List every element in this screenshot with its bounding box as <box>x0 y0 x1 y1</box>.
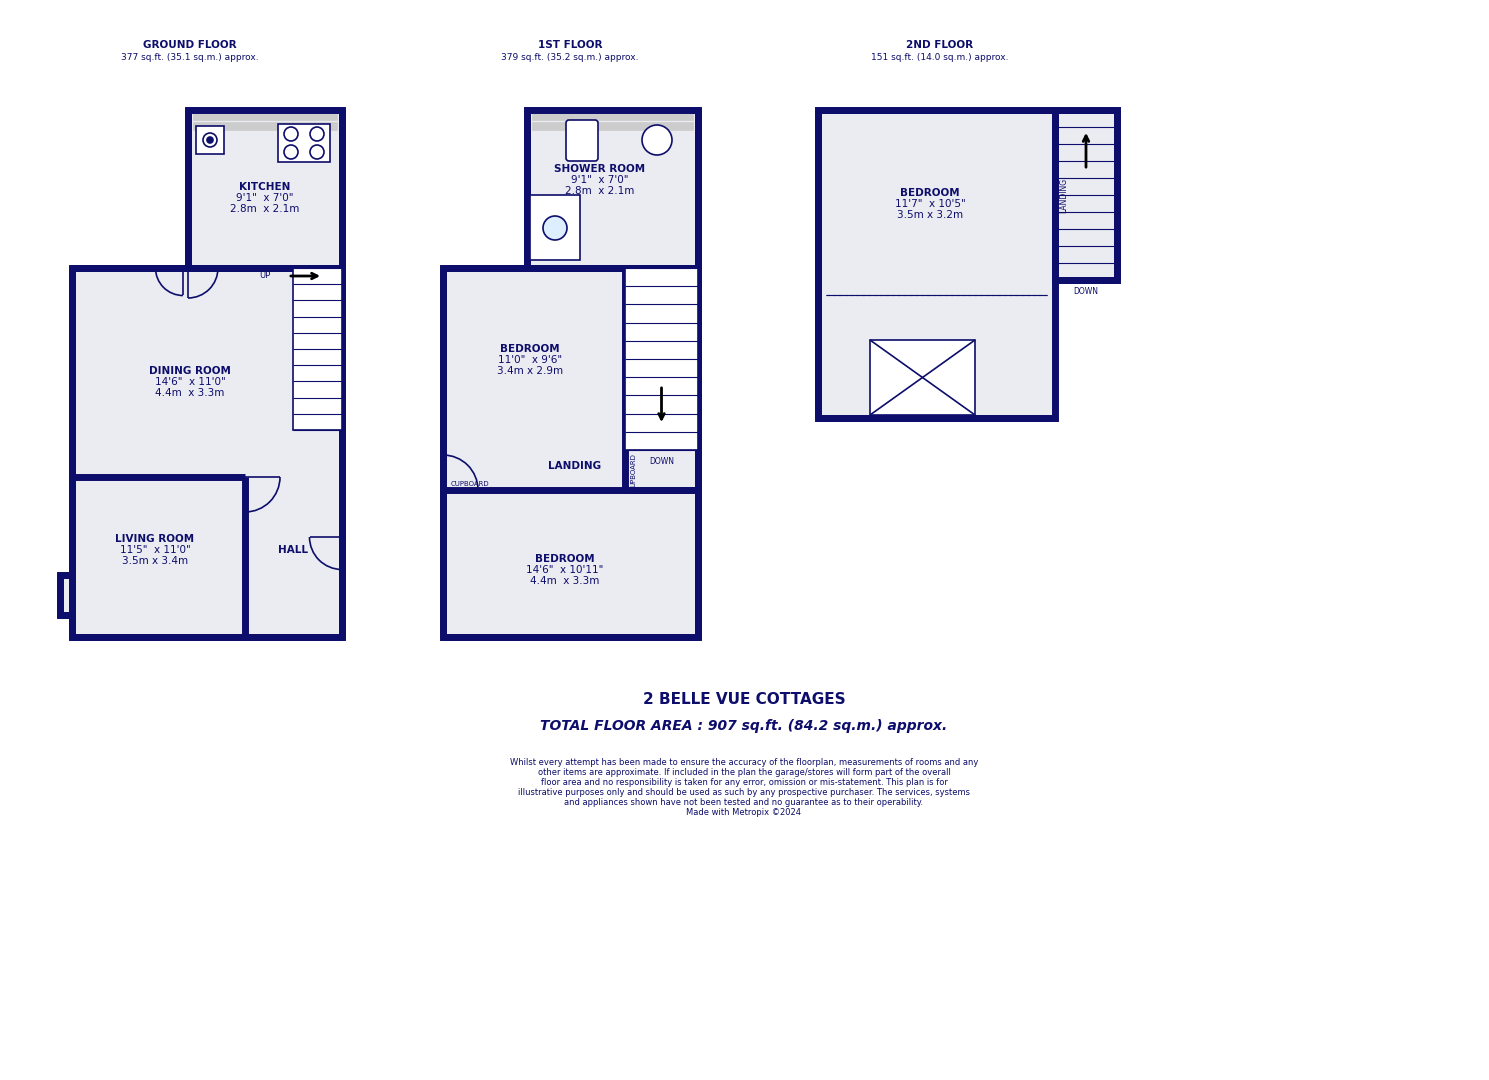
Bar <box>527 110 698 268</box>
Bar <box>278 124 331 162</box>
Bar <box>197 126 223 154</box>
Text: 2ND FLOOR: 2ND FLOOR <box>907 40 974 50</box>
Text: Made with Metropix ©2024: Made with Metropix ©2024 <box>686 808 801 816</box>
Circle shape <box>203 133 217 147</box>
Text: LANDING: LANDING <box>548 461 602 471</box>
Text: CUPBOARD: CUPBOARD <box>451 481 490 487</box>
Text: KITCHEN: KITCHEN <box>240 183 290 192</box>
Text: TOTAL FLOOR AREA : 907 sq.ft. (84.2 sq.m.) approx.: TOTAL FLOOR AREA : 907 sq.ft. (84.2 sq.m… <box>541 719 947 733</box>
Text: LIVING ROOM: LIVING ROOM <box>116 534 195 544</box>
Text: 4.4m  x 3.3m: 4.4m x 3.3m <box>530 576 600 586</box>
Bar <box>817 110 1056 418</box>
Text: illustrative purposes only and should be used as such by any prospective purchas: illustrative purposes only and should be… <box>518 788 969 797</box>
Text: 11'7"  x 10'5": 11'7" x 10'5" <box>895 199 965 210</box>
Bar <box>71 268 342 637</box>
Text: UP: UP <box>259 271 271 281</box>
Bar <box>1056 110 1117 280</box>
Bar <box>60 575 71 615</box>
Text: other items are approximate. If included in the plan the garage/stores will form: other items are approximate. If included… <box>538 768 950 777</box>
Text: 9'1"  x 7'0": 9'1" x 7'0" <box>572 175 628 185</box>
Bar <box>194 122 337 130</box>
Bar <box>444 268 698 637</box>
Text: 14'6"  x 11'0": 14'6" x 11'0" <box>155 377 225 387</box>
Text: 379 sq.ft. (35.2 sq.m.) approx.: 379 sq.ft. (35.2 sq.m.) approx. <box>502 54 639 63</box>
Bar <box>293 268 342 430</box>
Circle shape <box>642 125 672 156</box>
Text: 14'6"  x 10'11": 14'6" x 10'11" <box>526 565 603 575</box>
Bar <box>532 112 692 120</box>
Text: Whilst every attempt has been made to ensure the accuracy of the floorplan, meas: Whilst every attempt has been made to en… <box>509 758 978 767</box>
Circle shape <box>310 127 325 141</box>
Text: 151 sq.ft. (14.0 sq.m.) approx.: 151 sq.ft. (14.0 sq.m.) approx. <box>871 54 1008 63</box>
Text: BEDROOM: BEDROOM <box>535 554 594 564</box>
Circle shape <box>543 216 567 240</box>
Text: DOWN: DOWN <box>1074 287 1099 297</box>
FancyBboxPatch shape <box>566 120 599 161</box>
Text: 377 sq.ft. (35.1 sq.m.) approx.: 377 sq.ft. (35.1 sq.m.) approx. <box>121 54 259 63</box>
Circle shape <box>284 145 298 159</box>
Text: and appliances shown have not been tested and no guarantee as to their operabili: and appliances shown have not been teste… <box>564 798 923 807</box>
Text: SHOWER ROOM: SHOWER ROOM <box>554 164 646 174</box>
Text: 9'1"  x 7'0": 9'1" x 7'0" <box>237 193 293 203</box>
Text: 4.4m  x 3.3m: 4.4m x 3.3m <box>155 388 225 399</box>
Text: 11'0"  x 9'6": 11'0" x 9'6" <box>497 355 561 365</box>
Text: GROUND FLOOR: GROUND FLOOR <box>143 40 237 50</box>
Text: 2.8m  x 2.1m: 2.8m x 2.1m <box>566 186 634 195</box>
Bar <box>188 110 342 268</box>
Text: 2.8m  x 2.1m: 2.8m x 2.1m <box>231 204 299 214</box>
Text: BEDROOM: BEDROOM <box>500 345 560 354</box>
Text: floor area and no responsibility is taken for any error, omission or mis-stateme: floor area and no responsibility is take… <box>541 778 947 787</box>
Text: DOWN: DOWN <box>649 458 675 467</box>
Bar <box>625 268 698 450</box>
Bar <box>870 340 975 415</box>
Circle shape <box>284 127 298 141</box>
Text: 3.5m x 3.2m: 3.5m x 3.2m <box>896 210 963 220</box>
Text: DINING ROOM: DINING ROOM <box>149 366 231 376</box>
Text: 3.5m x 3.4m: 3.5m x 3.4m <box>122 556 188 566</box>
Circle shape <box>207 137 213 143</box>
Bar <box>194 112 337 120</box>
Text: BEDROOM: BEDROOM <box>901 188 960 198</box>
Bar <box>530 195 581 260</box>
Text: 3.4m x 2.9m: 3.4m x 2.9m <box>497 366 563 376</box>
Text: 2 BELLE VUE COTTAGES: 2 BELLE VUE COTTAGES <box>643 692 846 707</box>
Circle shape <box>310 145 325 159</box>
Text: 1ST FLOOR: 1ST FLOOR <box>538 40 602 50</box>
Text: LANDING: LANDING <box>1059 177 1068 213</box>
Text: UPBOARD: UPBOARD <box>630 454 636 487</box>
Text: HALL: HALL <box>278 545 308 555</box>
Text: 11'5"  x 11'0": 11'5" x 11'0" <box>119 545 191 555</box>
Bar <box>532 122 692 130</box>
